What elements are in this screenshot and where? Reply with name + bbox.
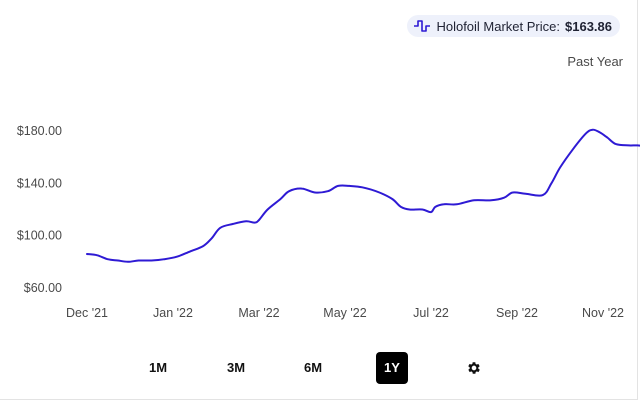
- market-price-label: Holofoil Market Price:: [436, 18, 560, 34]
- x-tick-label: Dec '21: [66, 306, 108, 320]
- market-price-badge: Holofoil Market Price: $163.86: [407, 15, 620, 37]
- y-tick-label: $140.00: [17, 176, 62, 190]
- range-button-1m[interactable]: 1M: [140, 352, 176, 384]
- price-series-line: [86, 128, 640, 263]
- range-button-1y[interactable]: 1Y: [376, 352, 408, 384]
- y-tick-label: $100.00: [17, 229, 62, 243]
- x-tick-label: Jan '22: [153, 306, 193, 320]
- pulse-icon: [414, 20, 431, 32]
- y-tick-label: $180.00: [17, 124, 62, 138]
- price-line-chart: $180.00 $140.00 $100.00 $60.00 Dec '21 Jan '…: [17, 124, 640, 320]
- market-price-value: $163.86: [565, 18, 612, 34]
- gear-icon[interactable]: [466, 360, 482, 376]
- x-tick-label: Mar '22: [238, 306, 279, 320]
- y-tick-label: $60.00: [24, 281, 62, 295]
- x-tick-label: May '22: [323, 306, 366, 320]
- range-controls: 1M 3M 6M 1Y: [0, 352, 640, 384]
- range-button-6m[interactable]: 6M: [295, 352, 331, 384]
- y-axis: $180.00 $140.00 $100.00 $60.00: [17, 124, 62, 295]
- x-tick-label: Nov '22: [582, 306, 624, 320]
- x-axis: Dec '21 Jan '22 Mar '22 May '22 Jul '22 Sep '…: [66, 306, 624, 320]
- series-layer: [86, 128, 640, 263]
- x-tick-label: Sep '22: [496, 306, 538, 320]
- range-button-3m[interactable]: 3M: [218, 352, 254, 384]
- range-label: Past Year: [567, 54, 623, 69]
- x-tick-label: Jul '22: [413, 306, 449, 320]
